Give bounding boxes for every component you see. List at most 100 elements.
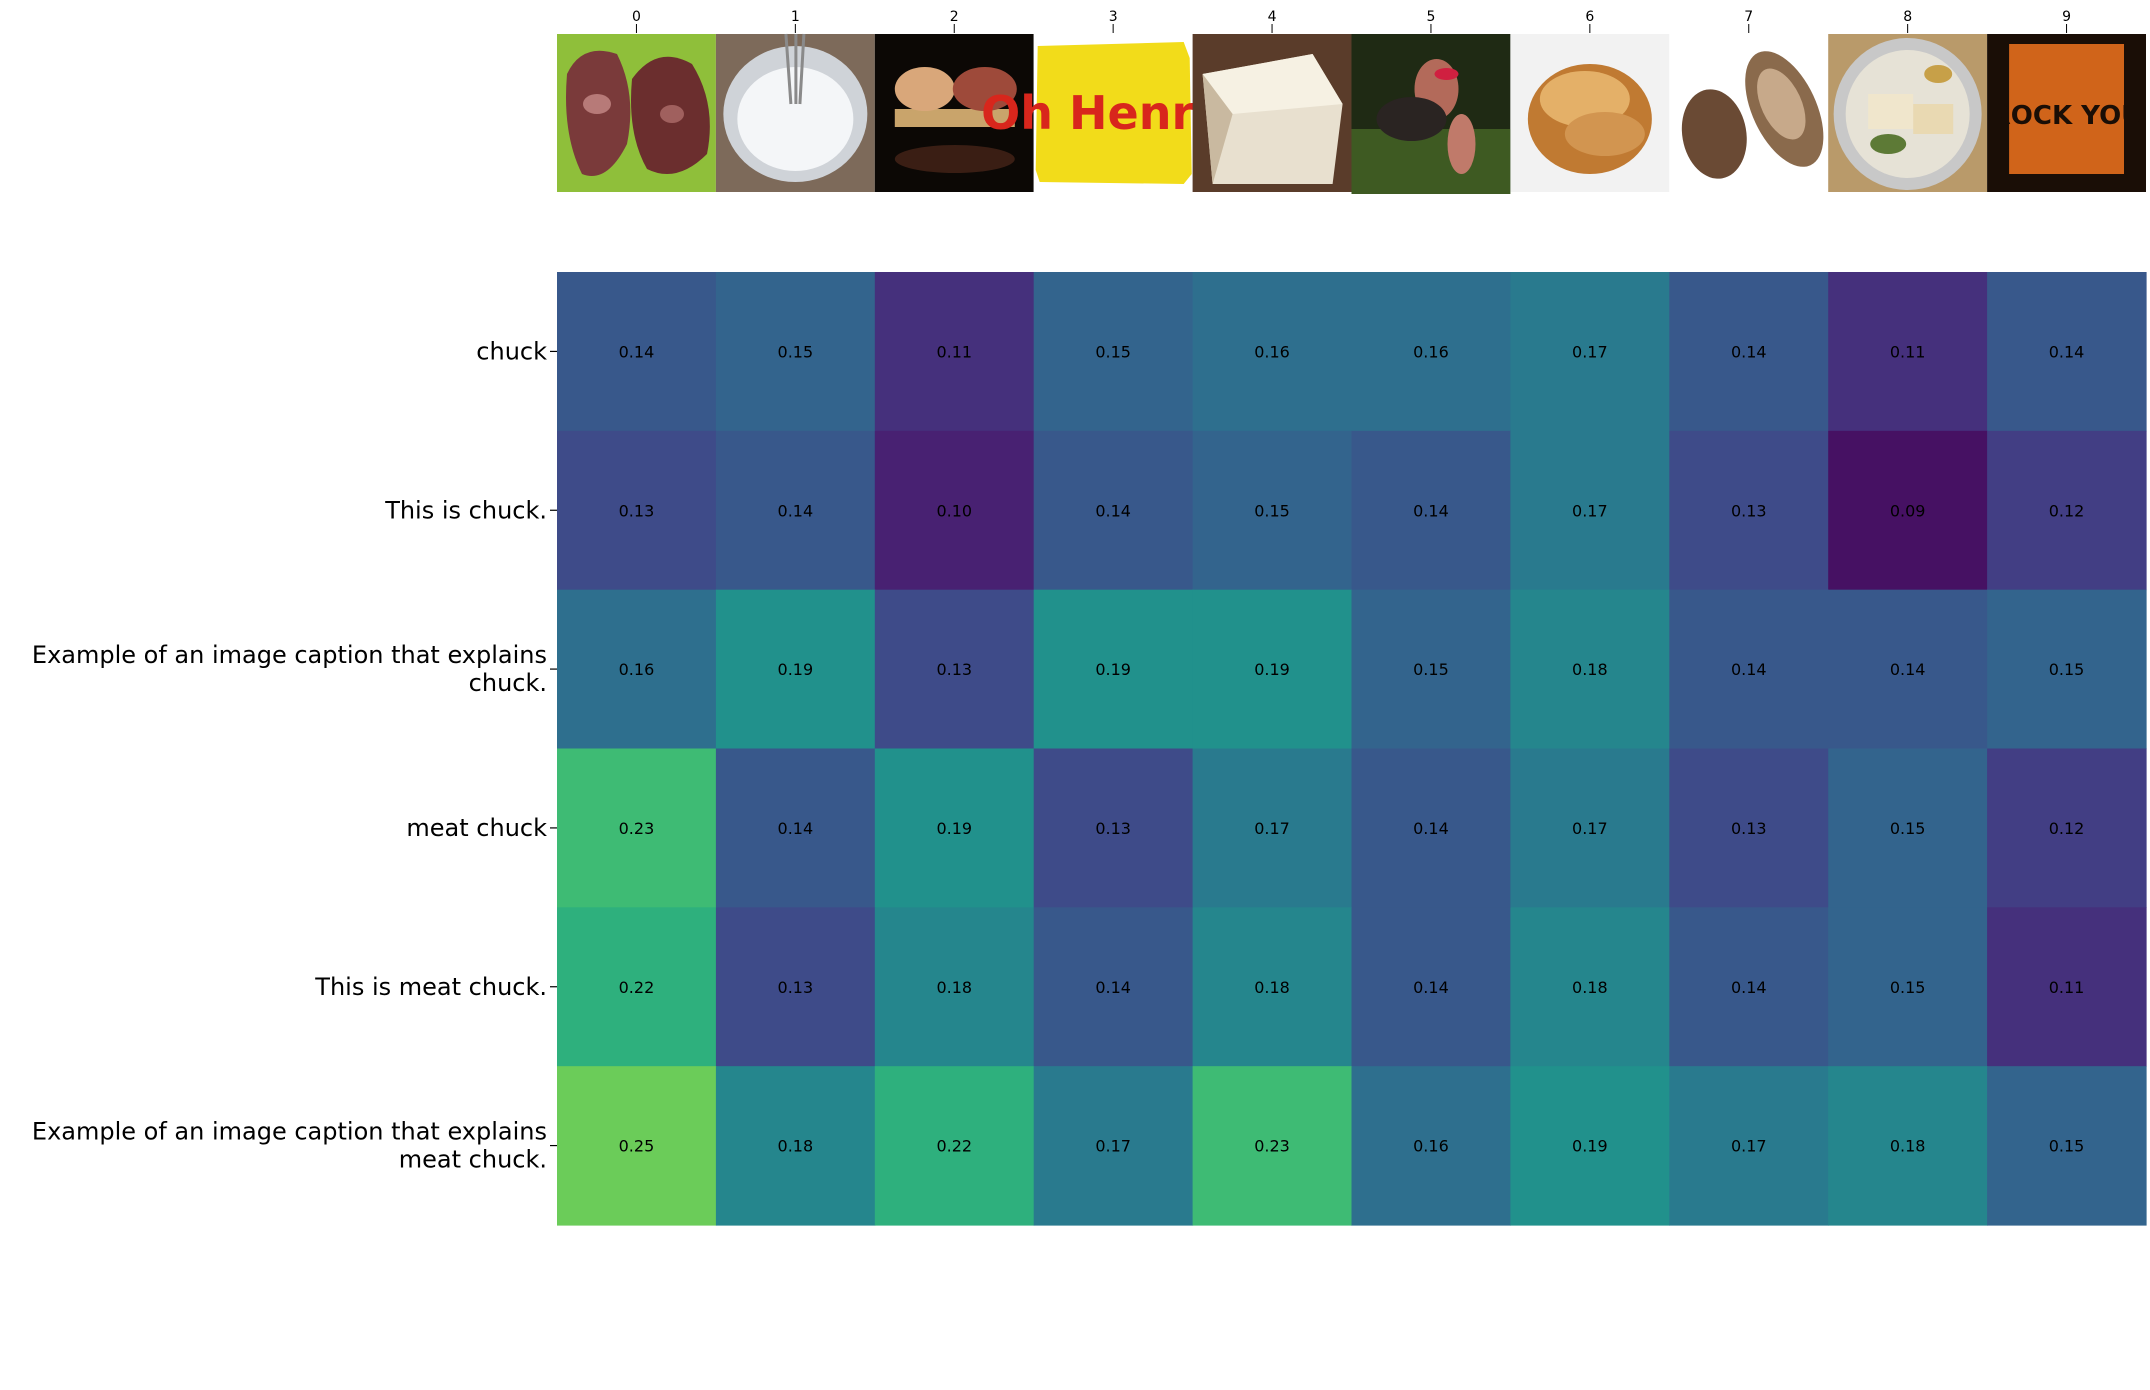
heatmap-cell (715, 589, 876, 750)
heatmap-cells (557, 272, 2147, 1226)
heatmap-cell (874, 907, 1035, 1067)
heatmap-cell (1828, 272, 1988, 432)
heatmap-cell (874, 1066, 1035, 1226)
column-label: 9 (2062, 9, 2071, 25)
column-label: 6 (1585, 9, 1594, 25)
heatmap-cell (715, 907, 876, 1067)
cell-value-label: 0.14 (1731, 342, 1767, 361)
heatmap-cell (1510, 589, 1670, 750)
heatmap-cell (874, 748, 1035, 908)
image-thumbnails: Oh Henry! ROCK YOU (557, 33, 2146, 194)
cell-value-label: 0.15 (1254, 501, 1290, 520)
cell-value-label: 0.18 (1254, 978, 1290, 997)
thumbnail-meat-on-wooden-board-dark-background (874, 34, 1034, 192)
cell-value-label: 0.12 (2049, 501, 2085, 520)
cell-value-label: 0.15 (778, 342, 814, 361)
heatmap-cell (1033, 272, 1194, 432)
heatmap-cell (1192, 272, 1353, 432)
cell-value-label: 0.13 (936, 660, 972, 679)
cell-value-label: 0.23 (1254, 1137, 1290, 1156)
heatmap-cell (1987, 430, 2147, 591)
heatmap-cell (874, 272, 1035, 432)
heatmap-cell (1987, 589, 2147, 750)
cell-value-label: 0.16 (619, 660, 655, 679)
cell-value-label: 0.17 (1572, 342, 1608, 361)
cell-value-label: 0.14 (1095, 978, 1131, 997)
cell-value-label: 0.18 (778, 1137, 814, 1156)
heatmap-cell (715, 1066, 876, 1226)
cell-value-label: 0.19 (1572, 1137, 1608, 1156)
row-label: meat chuck (406, 814, 547, 842)
heatmap-cell (1510, 1066, 1670, 1226)
heatmap-cell (874, 430, 1035, 591)
heatmap-cell (1033, 1066, 1194, 1226)
heatmap-cell (715, 272, 876, 432)
cell-value-label: 0.25 (619, 1137, 655, 1156)
heatmap-cell (1351, 272, 1511, 432)
cell-value-label: 0.14 (619, 342, 655, 361)
heatmap-cell (1669, 907, 1829, 1067)
column-label: 2 (950, 9, 959, 25)
heatmap-cell (1192, 589, 1353, 750)
heatmap-cell (715, 430, 876, 591)
heatmap-cell (1351, 589, 1511, 750)
cell-value-label: 0.11 (936, 342, 972, 361)
column-label: 8 (1903, 9, 1912, 25)
heatmap-cell (1351, 1066, 1511, 1226)
heatmap-cell (874, 589, 1035, 750)
cell-value-label: 0.13 (1731, 501, 1767, 520)
cell-value-label: 0.22 (936, 1137, 972, 1156)
heatmap-cell (557, 1066, 717, 1226)
heatmap-cell (1828, 907, 1988, 1067)
heatmap-cell (1192, 748, 1353, 908)
cell-value-label: 0.14 (1413, 978, 1449, 997)
cell-value-label: 0.15 (1095, 342, 1131, 361)
cell-value-label: 0.14 (1890, 660, 1926, 679)
cell-value-label: 0.19 (936, 819, 972, 838)
thumbnail-woman-with-dog-at-night (1351, 34, 1511, 194)
column-label: 7 (1744, 9, 1753, 25)
row-label: chuck (476, 337, 547, 365)
heatmap-cell (1828, 748, 1988, 908)
cell-value-label: 0.13 (619, 501, 655, 520)
cell-value-label: 0.17 (1572, 501, 1608, 520)
cell-value-label: 0.18 (1890, 1137, 1926, 1156)
heatmap-cell (715, 748, 876, 908)
heatmap-cell (1669, 272, 1829, 432)
cell-value-label: 0.18 (936, 978, 972, 997)
row-label: This is chuck. (384, 496, 547, 524)
heatmap-cell (1669, 430, 1829, 591)
heatmap-cell (1510, 430, 1670, 591)
heatmap-cell (1669, 589, 1829, 750)
cell-value-label: 0.15 (2049, 1137, 2085, 1156)
heatmap-cell (1510, 748, 1670, 908)
heatmap-cell (1987, 1066, 2147, 1226)
heatmap-value-labels: 0.14 0.15 0.11 0.15 0.16 0.16 0.17 0.14 0.11 0.14… (619, 342, 2085, 1155)
thumbnail-platter-of-food (1828, 34, 1988, 192)
cell-value-label: 0.11 (1890, 342, 1926, 361)
cell-value-label: 0.14 (778, 501, 814, 520)
cell-value-label: 0.22 (619, 978, 655, 997)
cell-value-label: 0.15 (1890, 978, 1926, 997)
cell-value-label: 0.10 (936, 501, 972, 520)
cell-value-label: 0.17 (1572, 819, 1608, 838)
heatmap-cell (557, 589, 717, 750)
cell-value-label: 0.14 (1413, 501, 1449, 520)
heatmap-cell (1987, 272, 2147, 432)
cell-value-label: 0.17 (1095, 1137, 1131, 1156)
heatmap-cell (1351, 907, 1511, 1067)
cell-value-label: 0.19 (778, 660, 814, 679)
cell-value-label: 0.12 (2049, 819, 2085, 838)
cell-value-label: 0.13 (1731, 819, 1767, 838)
heatmap-cell (1033, 748, 1194, 908)
column-label: 4 (1268, 9, 1277, 25)
cell-value-label: 0.15 (2049, 660, 2085, 679)
cell-value-label: 0.14 (2049, 342, 2085, 361)
cell-value-label: 0.18 (1572, 660, 1608, 679)
heatmap-cell (1192, 907, 1353, 1067)
heatmap-cell (1351, 430, 1511, 591)
cell-value-label: 0.14 (1095, 501, 1131, 520)
heatmap-cell (1351, 748, 1511, 908)
row-label: This is meat chuck. (314, 973, 547, 1001)
